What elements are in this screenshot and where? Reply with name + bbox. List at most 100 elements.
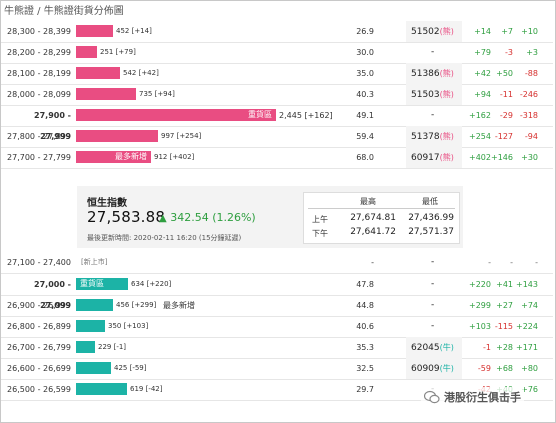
code-kind: (牛) (439, 364, 454, 373)
quantity: 456 [+299] (116, 301, 157, 309)
call-level-pct: 47.8 (356, 280, 374, 289)
bull-row[interactable]: 27,800 - 27,899 997 [+254] 59.4 51378(熊) +25… (1, 126, 553, 148)
bear-row[interactable]: 26,800 - 26,899 350 [+103] 40.6 - +103 -115 +2… (1, 316, 553, 338)
hsi-value: 27,583.88 (87, 208, 166, 226)
pm-high: 27,641.72 (350, 227, 396, 237)
code[interactable]: 62045(牛) (411, 337, 454, 358)
change-1: +254 (469, 132, 491, 141)
code: - (431, 300, 435, 310)
change-2: +68 (496, 364, 513, 373)
breadcrumb[interactable]: 牛熊證 / 牛熊證街貨分佈圖 (4, 6, 124, 17)
bear-bar (76, 383, 127, 395)
hsi-panel: 恒生指數 27,583.88 ▲ 342.54 (1.26%) 最後更新時間: … (77, 186, 463, 248)
range-label: 26,700 - 26,799 (7, 343, 71, 352)
call-level-pct: 30.0 (356, 48, 374, 57)
change-1: - (488, 258, 491, 267)
new-listing-row[interactable]: 27,100 - 27,400 [新上市] - - - - - (1, 252, 553, 274)
new-listing-tag: [新上市] (81, 258, 108, 266)
code[interactable]: 51503(熊) (411, 84, 454, 105)
bear-row[interactable]: 26,700 - 26,799 229 [-1] 35.3 62045(牛) -1 +28… (1, 337, 553, 359)
code-cell (406, 337, 462, 358)
code[interactable]: 51502(熊) (411, 21, 454, 42)
bull-bar (76, 88, 136, 100)
change-2: +28 (496, 343, 513, 352)
header-divider (308, 208, 455, 209)
bull-row[interactable]: 27,700 - 27,799 最多新增 912 [+402] 68.0 60917(熊… (1, 147, 553, 169)
range-label: 28,100 - 28,199 (7, 69, 71, 78)
bull-row[interactable]: 28,100 - 28,199 542 [+42] 35.0 51386(熊) +42 +… (1, 63, 553, 85)
code-number: 51378 (411, 132, 440, 142)
hsi-change: ▲ 342.54 (1.26%) (159, 211, 256, 224)
code-kind: (熊) (439, 153, 454, 162)
range-label: 26,600 - 26,699 (7, 364, 71, 373)
change-1: +79 (474, 48, 491, 57)
bar-tag: 重貨區 (248, 110, 272, 119)
bull-bar: 重貨區 (76, 109, 276, 121)
code-cell (406, 358, 462, 379)
bear-row[interactable]: 26,900 - 26,999 456 [+299] 最多新增 44.8 - +299 +2… (1, 295, 553, 317)
range-label: 26,800 - 26,899 (7, 322, 71, 331)
range-label: 28,200 - 28,299 (7, 48, 71, 57)
wechat-icon (423, 390, 440, 404)
code[interactable]: 60909(牛) (411, 358, 454, 379)
change-3: +80 (521, 364, 538, 373)
code: - (431, 321, 435, 331)
quantity: 619 [-42] (130, 385, 163, 393)
am-high: 27,674.81 (350, 213, 396, 223)
change-3: +3 (526, 48, 538, 57)
bull-row[interactable]: 27,900 - 27,999 重貨區 2,445 [+162] 49.1- +162-… (1, 105, 553, 141)
bear-row[interactable]: 27,000 - 27,099 重貨區 634 [+220] 47.8 - +220 +41… (1, 274, 553, 310)
change-3: +10 (521, 27, 538, 36)
change-3: +30 (521, 153, 538, 162)
change-3: +171 (516, 343, 538, 352)
am-label: 上午 (312, 215, 328, 224)
code-number: 60917 (411, 153, 440, 163)
am-low: 27,436.99 (408, 213, 454, 223)
code-kind: (熊) (439, 69, 454, 78)
change-1: +402 (469, 153, 491, 162)
quantity: 542 [+42] (123, 69, 159, 77)
bull-bar (76, 67, 120, 79)
code-kind: (熊) (439, 132, 454, 141)
change-2: +7 (501, 27, 513, 36)
code[interactable]: 51378(熊) (411, 126, 454, 147)
high-low-table: 最高 最低 上午 27,674.81 27,436.99 下午 27,641.7… (303, 192, 460, 244)
quantity: 229 [-1] (98, 343, 127, 351)
call-level-pct: 59.4 (356, 132, 374, 141)
code-kind: (熊) (439, 90, 454, 99)
bull-bar: 最多新增 (76, 151, 151, 163)
bull-row[interactable]: 28,300 - 28,399 452 [+14] 26.9 51502(熊) +14 +… (1, 21, 553, 43)
bull-row[interactable]: 28,200 - 28,299 251 [+79] 30.0 - +79 -3 +3 (1, 42, 553, 64)
change-2: +146 (491, 153, 513, 162)
watermark-text: 港股衍生俱击手 (444, 391, 521, 404)
up-arrow-icon: ▲ (159, 213, 167, 224)
bull-row[interactable]: 28,000 - 28,099 735 [+94] 40.3 51503(熊) +94-… (1, 84, 553, 106)
quantity: 634 [+220] (131, 280, 172, 288)
quantity: 251 [+79] (100, 48, 136, 56)
change-3: +224 (516, 322, 538, 331)
change-2: - (510, 258, 513, 267)
code-cell (406, 21, 462, 42)
change-2: +27 (496, 301, 513, 310)
high-header: 最高 (360, 197, 376, 206)
bull-bar (76, 25, 113, 37)
bear-bar: 重貨區 (76, 278, 128, 290)
code: - (431, 47, 435, 57)
code[interactable]: 60917(熊) (411, 147, 454, 168)
bear-row[interactable]: 26,600 - 26,699 425 [-59] 32.5 60909(牛) -59 +… (1, 358, 553, 380)
code: - (431, 110, 435, 120)
call-level-pct: 44.8 (356, 301, 374, 310)
code-kind: (牛) (439, 343, 454, 352)
change-3: +74 (521, 301, 538, 310)
bar-tag: 最多新增 (115, 152, 147, 161)
change-2: +41 (496, 280, 513, 289)
change-2: -11 (499, 90, 513, 99)
call-level-pct: - (371, 258, 374, 267)
bear-bar (76, 320, 105, 332)
change-1: +103 (469, 322, 491, 331)
pm-low: 27,571.37 (408, 227, 454, 237)
change-2: -115 (494, 322, 513, 331)
code[interactable]: 51386(熊) (411, 63, 454, 84)
bear-bar (76, 341, 95, 353)
